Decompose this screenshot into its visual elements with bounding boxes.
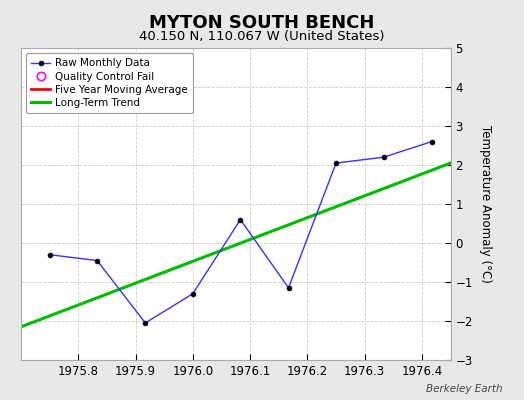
Text: 40.150 N, 110.067 W (United States): 40.150 N, 110.067 W (United States)	[139, 30, 385, 43]
Raw Monthly Data	[237, 217, 244, 222]
Raw Monthly Data	[333, 161, 339, 166]
Text: Berkeley Earth: Berkeley Earth	[427, 384, 503, 394]
Raw Monthly Data	[286, 286, 292, 290]
Raw Monthly Data	[47, 252, 53, 257]
Raw Monthly Data	[94, 258, 100, 263]
Raw Monthly Data	[429, 139, 435, 144]
Line: Raw Monthly Data: Raw Monthly Data	[47, 139, 434, 325]
Raw Monthly Data	[142, 320, 148, 325]
Text: MYTON SOUTH BENCH: MYTON SOUTH BENCH	[149, 14, 375, 32]
Raw Monthly Data	[190, 291, 196, 296]
Y-axis label: Temperature Anomaly (°C): Temperature Anomaly (°C)	[479, 125, 493, 283]
Legend: Raw Monthly Data, Quality Control Fail, Five Year Moving Average, Long-Term Tren: Raw Monthly Data, Quality Control Fail, …	[26, 53, 193, 113]
Raw Monthly Data	[380, 155, 387, 160]
